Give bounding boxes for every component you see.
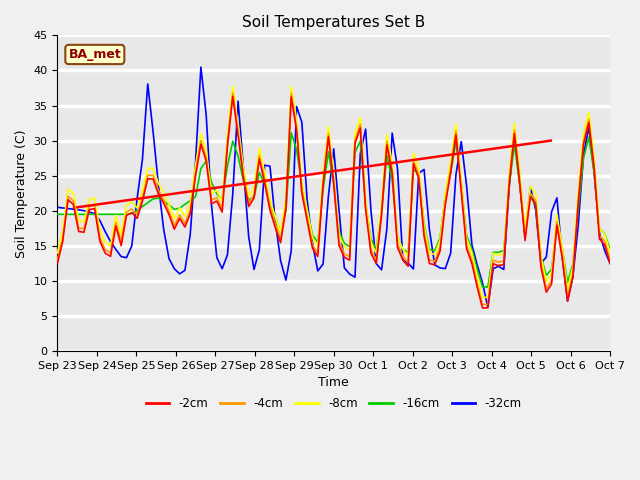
Legend: -2cm, -4cm, -8cm, -16cm, -32cm: -2cm, -4cm, -8cm, -16cm, -32cm <box>141 392 527 415</box>
Text: BA_met: BA_met <box>68 48 121 61</box>
X-axis label: Time: Time <box>318 376 349 389</box>
Y-axis label: Soil Temperature (C): Soil Temperature (C) <box>15 129 28 257</box>
Title: Soil Temperatures Set B: Soil Temperatures Set B <box>242 15 426 30</box>
